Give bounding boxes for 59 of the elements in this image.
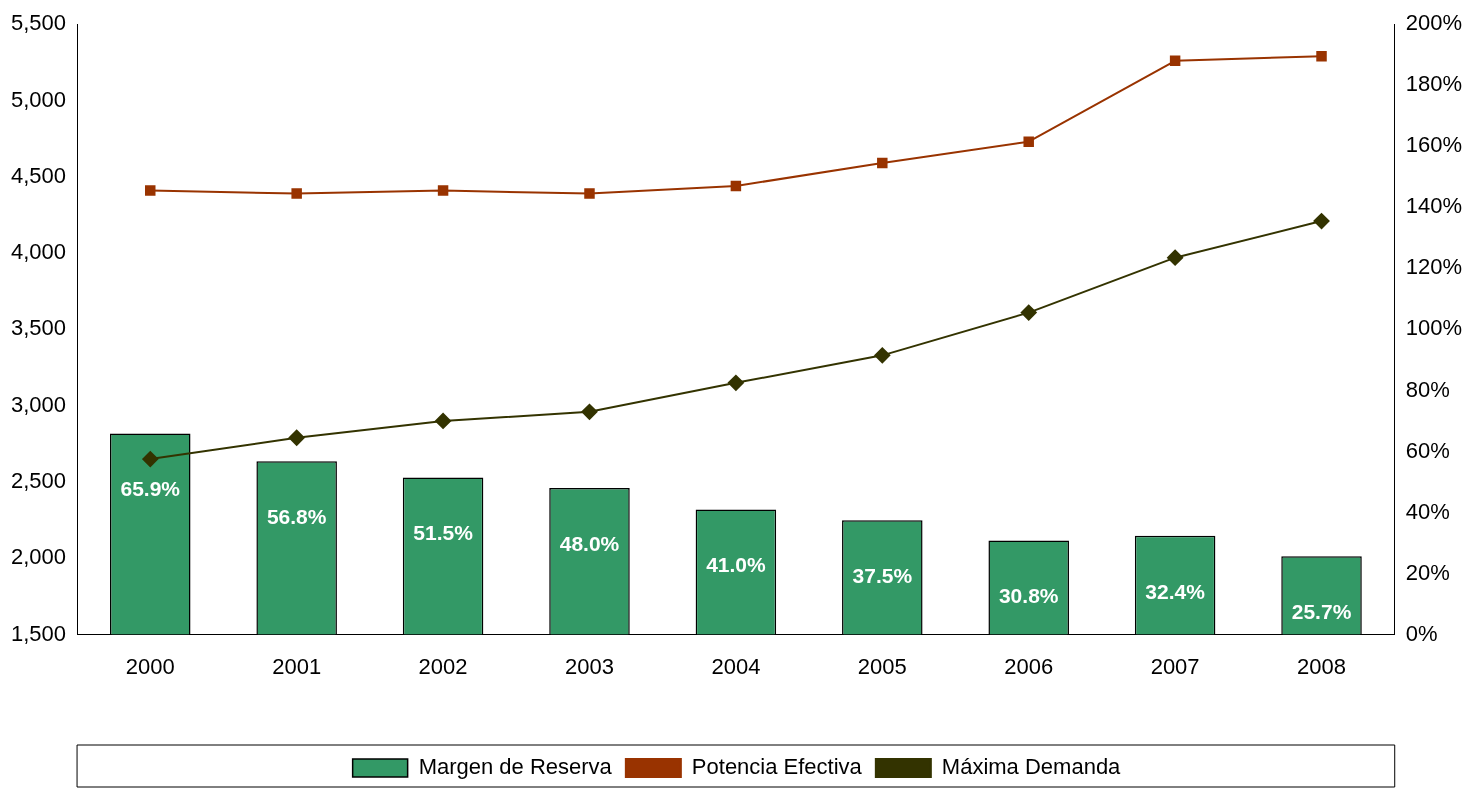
legend-label: Margen de Reserva <box>418 754 613 780</box>
point <box>581 403 598 420</box>
y-tick-label: 5,000 <box>10 86 67 112</box>
point <box>727 374 744 391</box>
y-tick-label: 2,500 <box>10 468 67 494</box>
point <box>142 451 159 468</box>
y2-tick-label: 40% <box>1405 498 1450 524</box>
y2-tick-label: 80% <box>1405 376 1450 402</box>
point <box>730 180 742 192</box>
x-tick-label: 2001 <box>272 653 322 679</box>
data-label: 41.0% <box>706 553 766 577</box>
x-tick-label: 2005 <box>857 653 907 679</box>
x-tick-label: 2003 <box>565 653 614 679</box>
data-label: 32.4% <box>1145 579 1206 603</box>
data-label: 48.0% <box>559 531 620 555</box>
point <box>437 185 449 196</box>
legend-label: Potencia Efectiva <box>691 754 863 780</box>
y-tick-label: 3,500 <box>10 315 67 341</box>
x-tick-label: 2000 <box>125 653 175 679</box>
y2-tick-label: 120% <box>1405 254 1463 280</box>
data-label: 51.5% <box>413 521 474 545</box>
point <box>291 188 302 199</box>
y2-tick-label: 160% <box>1405 132 1463 158</box>
y2-tick-label: 100% <box>1405 315 1463 341</box>
x-tick-label: 2002 <box>418 653 468 679</box>
y2-tick-label: 200% <box>1405 10 1463 36</box>
point <box>1169 55 1181 67</box>
point <box>584 188 595 199</box>
y-tick-label: 2,000 <box>10 544 67 570</box>
point <box>1316 51 1327 62</box>
point <box>1020 304 1037 321</box>
data-label: 37.5% <box>852 563 913 587</box>
y2-tick-label: 60% <box>1405 437 1450 463</box>
y2-tick-label: 20% <box>1405 559 1450 585</box>
legend-label: Máxima Demanda <box>941 754 1122 780</box>
y-tick-label: 5,500 <box>10 10 67 36</box>
y2-tick-label: 140% <box>1405 193 1463 219</box>
y-tick-label: 1,500 <box>10 620 67 646</box>
y2-tick-label: 0% <box>1405 620 1438 646</box>
point <box>874 347 891 364</box>
y-tick-label: 4,000 <box>10 239 67 265</box>
point <box>1023 136 1034 147</box>
data-label: 65.9% <box>120 477 181 501</box>
x-tick-label: 2004 <box>711 653 761 679</box>
point <box>145 185 156 196</box>
x-tick-label: 2007 <box>1150 653 1200 679</box>
y-tick-label: 3,000 <box>10 391 67 417</box>
point <box>877 157 888 169</box>
y2-tick-label: 180% <box>1405 71 1463 97</box>
data-label: 30.8% <box>998 584 1059 608</box>
data-label: 25.7% <box>1291 599 1352 623</box>
x-tick-label: 2008 <box>1297 653 1346 679</box>
point <box>1167 249 1184 266</box>
point <box>435 412 452 429</box>
point <box>1313 213 1330 230</box>
y-tick-label: 4,500 <box>10 162 67 188</box>
data-label: 56.8% <box>266 505 327 529</box>
x-tick-label: 2006 <box>1004 653 1054 679</box>
point <box>288 429 305 446</box>
